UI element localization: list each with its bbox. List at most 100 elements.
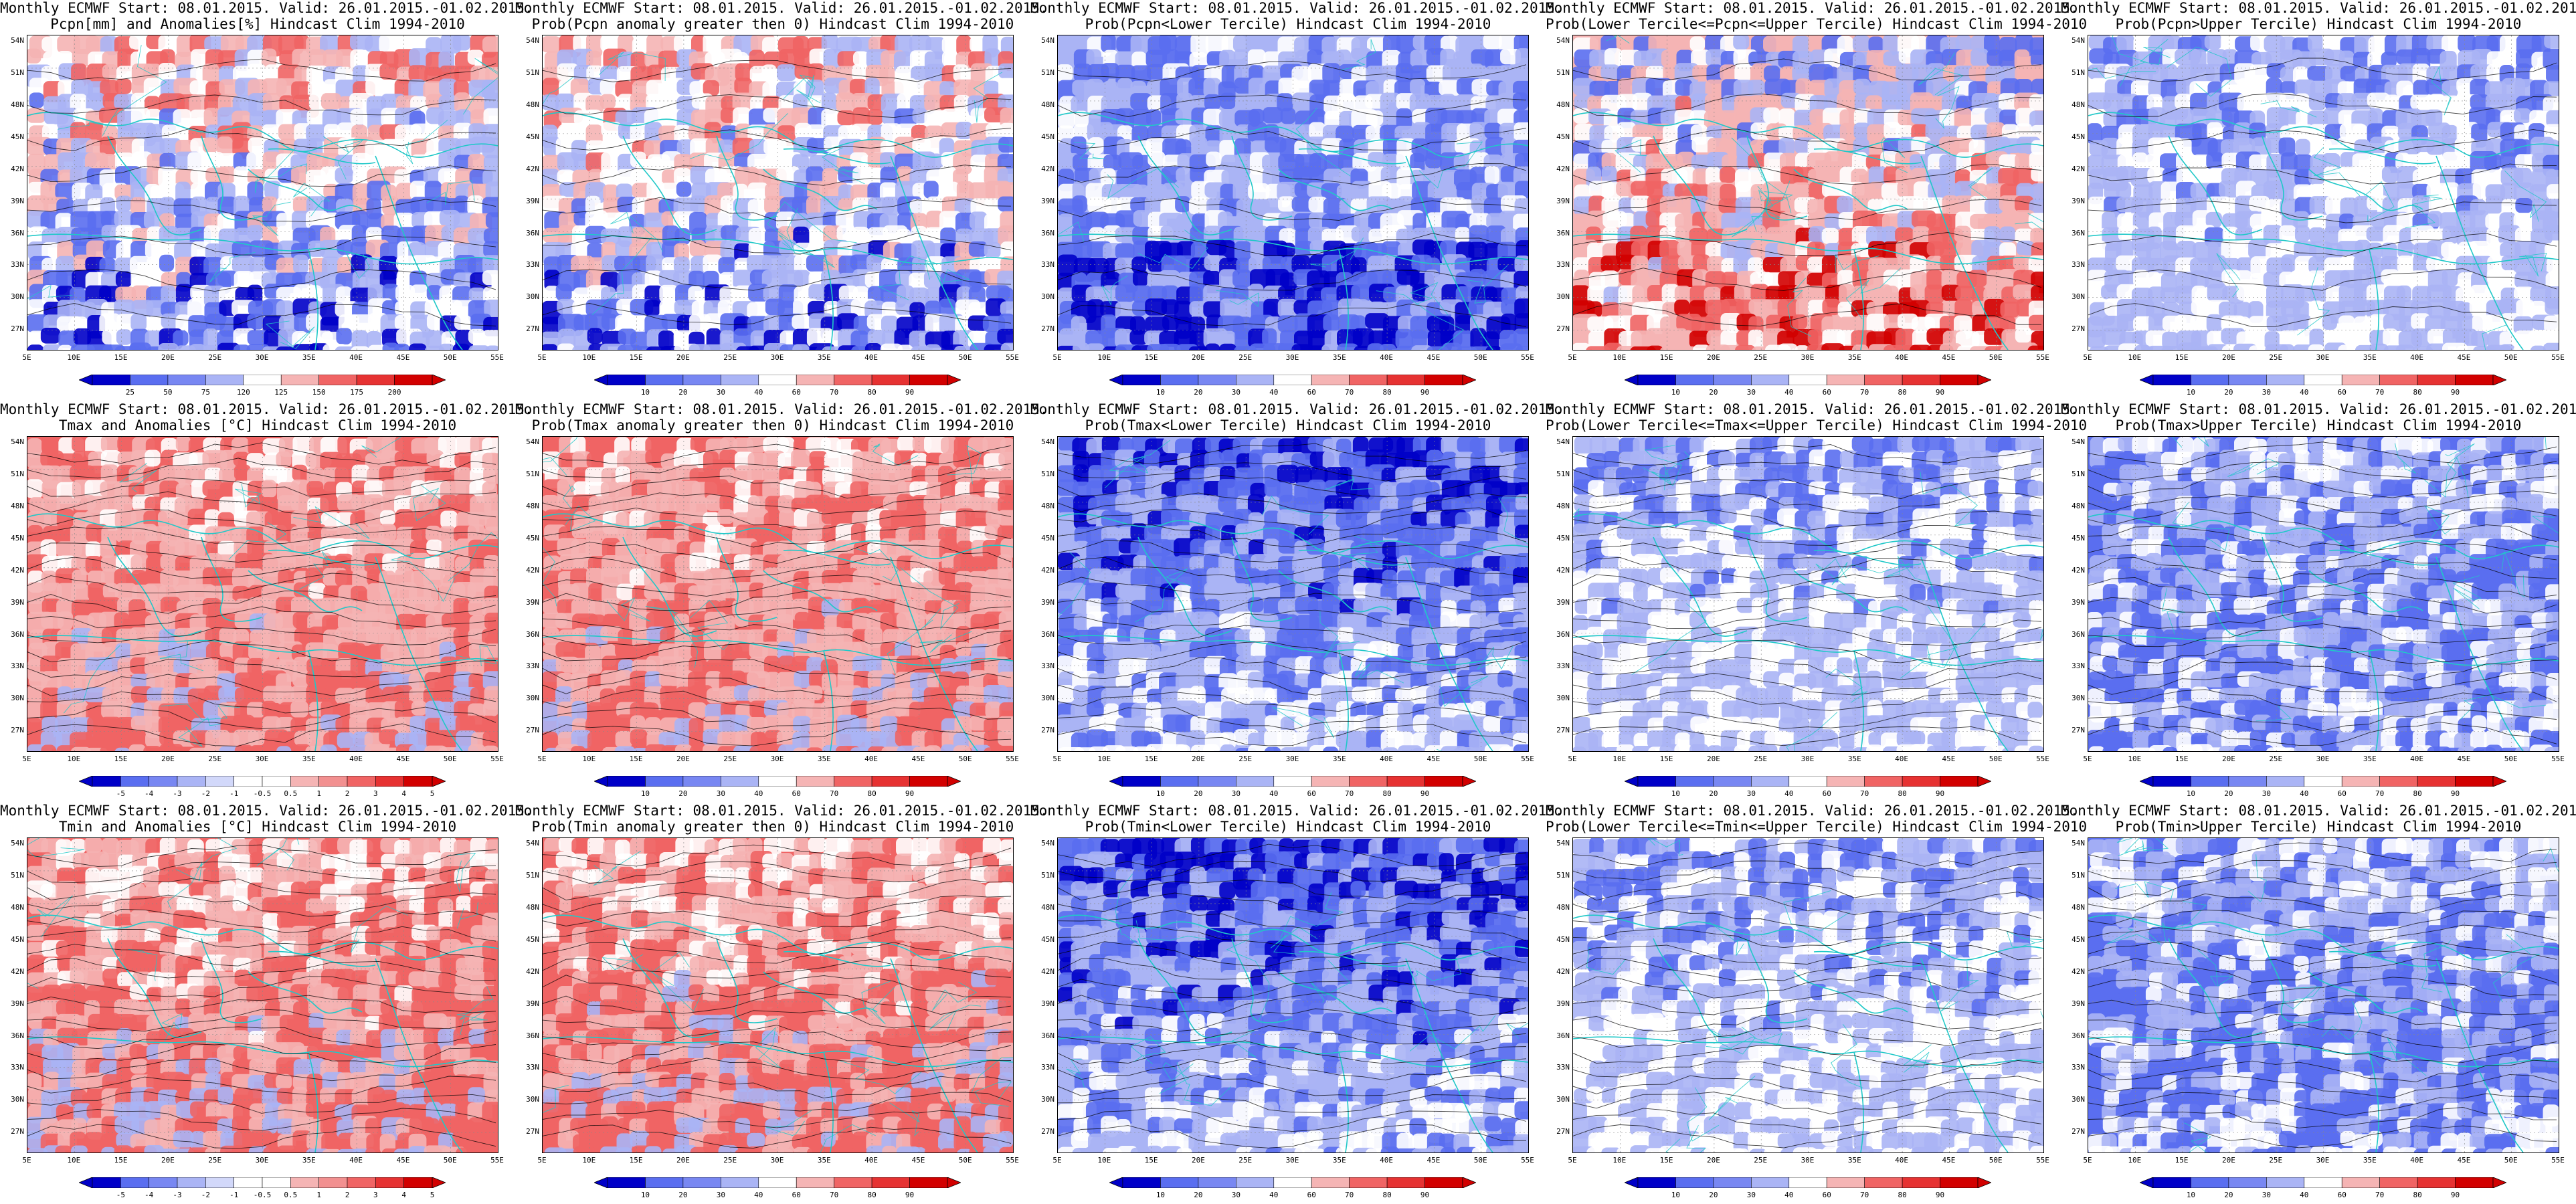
panel-title-line2: Prob(Lower Tercile<=Tmin<=Upper Tercile)…: [1546, 819, 2088, 835]
lat-tick-label: 48N: [2072, 100, 2085, 109]
panel-title-line1: Monthly ECMWF Start: 08.01.2015. Valid: …: [2061, 803, 2576, 819]
lon-tick-label: 30E: [770, 755, 784, 763]
lon-tick-label: 50E: [2504, 755, 2518, 763]
lat-tick-label: 33N: [1556, 1063, 1570, 1072]
lat-tick-label: 45N: [1556, 934, 1570, 944]
colorbar-tick-label: 80: [2413, 789, 2422, 798]
lat-tick-label: 48N: [11, 100, 24, 109]
lon-tick-label: 15E: [629, 1156, 643, 1165]
panel-title-line2: Prob(Lower Tercile<=Tmax<=Upper Tercile)…: [1546, 417, 2088, 433]
lon-tick-label: 10E: [1613, 755, 1627, 763]
lon-tick-label: 40E: [1895, 353, 1909, 362]
colorbar-tick-label: 75: [201, 388, 210, 397]
lat-tick-label: 39N: [2072, 999, 2085, 1008]
lat-tick-label: 42N: [1041, 164, 1054, 173]
lat-tick-label: 36N: [1556, 228, 1570, 237]
lat-tick-label: 39N: [526, 999, 539, 1008]
colorbar-tick-label: 10: [2186, 388, 2196, 397]
lat-tick-label: 30N: [1556, 292, 1570, 302]
colorbar-tick-label: 80: [1898, 789, 1907, 798]
lat-tick-label: 27N: [11, 726, 24, 735]
panel-title-line2: Prob(Tmax anomaly greater then 0) Hindca…: [531, 417, 1014, 433]
map-field: [1573, 35, 2043, 350]
panel-title-line2: Prob(Tmax<Lower Tercile) Hindcast Clim 1…: [1085, 417, 1491, 433]
lat-tick-label: 33N: [1041, 1063, 1054, 1072]
colorbar-tick-label: -4: [145, 789, 154, 798]
colorbar-tick-label: 60: [1822, 1191, 1831, 1199]
lon-tick-label: 55E: [1521, 755, 1534, 763]
lat-tick-label: 39N: [1041, 597, 1054, 607]
lat-tick-label: 33N: [11, 1063, 24, 1072]
map-frame: [2088, 35, 2559, 350]
lon-tick-label: 30E: [1801, 1156, 1815, 1165]
panel-tmax-2: Monthly ECMWF Start: 08.01.2015. Valid: …: [515, 401, 1048, 803]
lat-tick-label: 54N: [1041, 839, 1054, 847]
panel-title-line1: Monthly ECMWF Start: 08.01.2015. Valid: …: [1030, 803, 1564, 819]
map-frame: [27, 35, 498, 350]
colorbar-tick-label: 30: [1231, 1191, 1240, 1199]
colorbar-tick-label: 60: [792, 789, 801, 798]
lat-tick-label: 42N: [1041, 967, 1054, 976]
colorbar: [594, 375, 961, 385]
panel-tmax-1: Monthly ECMWF Start: 08.01.2015. Valid: …: [0, 401, 533, 803]
lat-tick-label: 42N: [2072, 164, 2085, 173]
colorbar-wrapper: [594, 776, 961, 787]
lon-tick-label: 35E: [1332, 353, 1346, 362]
lat-tick-label: 33N: [1556, 260, 1570, 270]
lon-tick-label: 40E: [2410, 1156, 2424, 1165]
lat-tick-label: 48N: [1041, 902, 1054, 912]
lon-tick-label: 15E: [114, 755, 128, 763]
colorbar-tick-label: 20: [678, 388, 688, 397]
map-frame: [1572, 35, 2044, 350]
lat-tick-label: 36N: [526, 629, 539, 639]
colorbar-tick-label: 4: [401, 789, 406, 798]
colorbar-tick-label: 70: [2375, 789, 2385, 798]
lon-tick-label: 50E: [958, 353, 972, 362]
panel-tmax-5: Monthly ECMWF Start: 08.01.2015. Valid: …: [2061, 401, 2576, 803]
colorbar-wrapper: [1109, 1177, 1476, 1188]
panel-title-line1: Monthly ECMWF Start: 08.01.2015. Valid: …: [2061, 0, 2576, 16]
lat-tick-label: 42N: [2072, 967, 2085, 976]
lon-tick-label: 40E: [1895, 755, 1909, 763]
panel-title-line1: Monthly ECMWF Start: 08.01.2015. Valid: …: [0, 401, 533, 417]
lon-tick-label: 5E: [2083, 353, 2092, 362]
lon-tick-label: 20E: [2221, 1156, 2235, 1165]
colorbar-tick-label: 10: [640, 388, 650, 397]
panel-pcpn-1: Monthly ECMWF Start: 08.01.2015. Valid: …: [0, 0, 533, 401]
lon-tick-label: 55E: [1006, 353, 1019, 362]
lat-tick-label: 30N: [1041, 1095, 1054, 1104]
colorbar-tick-label: 5: [430, 789, 435, 798]
colorbar-tick-label: 10: [1671, 789, 1681, 798]
lat-tick-label: 54N: [11, 36, 24, 45]
lon-tick-label: 30E: [255, 1156, 269, 1165]
lat-tick-label: 42N: [526, 967, 539, 976]
lon-tick-label: 10E: [1097, 1156, 1111, 1165]
colorbar-wrapper: [79, 375, 446, 385]
colorbar: [594, 1177, 961, 1188]
lon-tick-label: 10E: [1097, 353, 1111, 362]
lon-tick-label: 45E: [396, 755, 410, 763]
lat-tick-label: 45N: [526, 533, 539, 542]
lon-tick-label: 55E: [1006, 755, 1019, 763]
colorbar-tick-label: 80: [867, 789, 877, 798]
lon-tick-label: 15E: [1144, 755, 1158, 763]
colorbar-tick-label: 2: [345, 789, 350, 798]
lon-tick-label: 35E: [1332, 1156, 1346, 1165]
colorbar-tick-label: 20: [1709, 789, 1718, 798]
lon-tick-label: 15E: [1659, 1156, 1673, 1165]
lon-tick-label: 35E: [2363, 353, 2377, 362]
lat-tick-label: 30N: [2072, 292, 2085, 302]
lon-tick-label: 45E: [1427, 353, 1441, 362]
lat-tick-label: 51N: [526, 870, 539, 880]
panel-title-line2: Prob(Tmin>Upper Tercile) Hindcast Clim 1…: [2115, 819, 2522, 835]
lon-tick-label: 30E: [2316, 755, 2330, 763]
lon-tick-label: 5E: [1568, 1156, 1577, 1165]
colorbar-tick-label: 30: [716, 388, 725, 397]
colorbar-tick-label: 60: [2337, 1191, 2347, 1199]
lat-tick-label: 39N: [1556, 597, 1570, 607]
lon-tick-label: 30E: [1801, 353, 1815, 362]
lat-tick-label: 54N: [2072, 36, 2085, 45]
lat-tick-label: 36N: [2072, 629, 2085, 639]
lat-tick-label: 27N: [1556, 726, 1570, 735]
lon-tick-label: 45E: [911, 755, 925, 763]
